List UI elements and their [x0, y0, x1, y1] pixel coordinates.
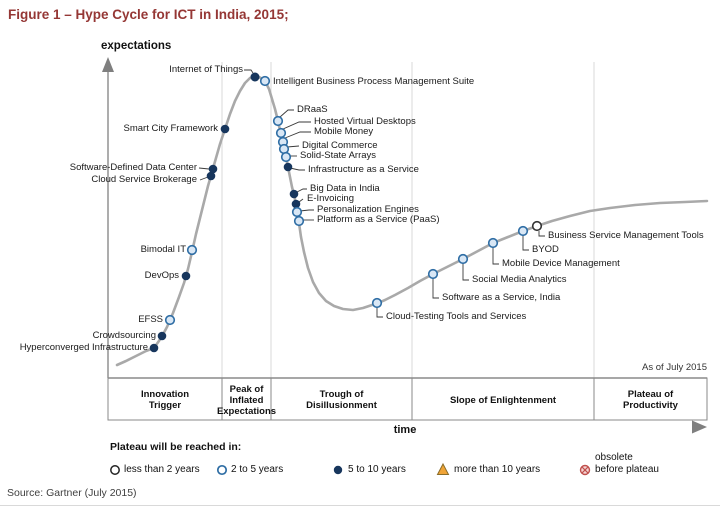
dot-hosted-virtual-desktops [275, 127, 287, 139]
dot-solid-state-arrays [280, 151, 292, 163]
data-points [149, 72, 543, 353]
legend-open-circle-icon [110, 465, 120, 475]
dot-bimodal-it [186, 244, 198, 256]
point-label-cloud-service-brokerage: Cloud Service Brokerage [91, 174, 197, 185]
legend-red-crossed-circle-icon [579, 464, 591, 476]
dot-e-invoicing [291, 199, 301, 209]
point-label-mobile-device-management: Mobile Device Management [502, 258, 620, 269]
point-label-digital-commerce: Digital Commerce [302, 140, 378, 151]
bottom-divider [0, 505, 720, 506]
dot-paas [293, 215, 305, 227]
legend-blue-ring-circle-icon [216, 464, 228, 476]
point-label-hosted-virtual-desktops: Hosted Virtual Desktops [314, 116, 416, 127]
point-label-social-media-analytics: Social Media Analytics [472, 274, 567, 285]
label-connectors [198, 69, 545, 318]
dot-personalization-engines [291, 206, 303, 218]
dot-software-defined-data-center [208, 164, 218, 174]
legend-label-less-than-2-years: less than 2 years [124, 464, 200, 475]
dot-big-data-in-india [289, 189, 299, 199]
legend-heading: Plateau will be reached in: [110, 441, 242, 453]
point-label-saas-india: Software as a Service, India [442, 292, 561, 303]
dot-cloud-testing [371, 297, 383, 309]
source-line: Source: Gartner (July 2015) [7, 487, 137, 499]
y-axis-label: expectations [101, 40, 172, 52]
legend-label-more-than-10-years: more than 10 years [454, 464, 541, 475]
point-label-solid-state-arrays: Solid-State Arrays [300, 150, 377, 161]
dot-business-service-management-tools [531, 220, 543, 232]
point-label-paas: Platform as a Service (PaaS) [317, 214, 440, 225]
point-label-business-service-management-tools: Business Service Management Tools [548, 230, 704, 241]
point-label-hyperconverged-infrastructure: Hyperconverged Infrastructure [19, 342, 148, 353]
point-label-cloud-testing: Cloud-Testing Tools and Services [386, 311, 527, 322]
point-label-ibpms: Intelligent Business Process Management … [273, 76, 475, 87]
dot-crowdsourcing [157, 331, 167, 341]
dot-cloud-service-brokerage [206, 171, 216, 181]
point-label-devops: DevOps [144, 270, 179, 281]
hype-curve [115, 75, 709, 367]
point-label-crowdsourcing: Crowdsourcing [92, 330, 156, 341]
phase-innovation-trigger: Innovation Trigger [140, 389, 190, 411]
point-label-efss: EFSS [138, 314, 163, 325]
legend-label-5-to-10-years: 5 to 10 years [348, 464, 406, 475]
legend-dark-blue-circle-icon [333, 465, 343, 475]
phase-band [107, 377, 708, 421]
point-label-smart-city-framework: Smart City Framework [123, 123, 218, 134]
phase-trough-of-disillusionment: Trough of Disillusionment [306, 389, 377, 411]
phase-peak-of-inflated-expectations: Peak of Inflated Expectations [216, 383, 277, 417]
dot-mobile-device-management [487, 237, 499, 249]
legend-orange-triangle-icon [436, 462, 450, 475]
dot-efss [164, 314, 176, 326]
dot-ibpms [259, 75, 271, 87]
point-label-bimodal-it: Bimodal IT [140, 244, 186, 255]
time-axis-arrow-icon [692, 420, 707, 434]
dot-hyperconverged-infrastructure [149, 343, 159, 353]
legend-label-obsolete-line2: before plateau [595, 464, 659, 475]
phase-gridlines [221, 62, 595, 378]
point-label-byod: BYOD [532, 244, 559, 255]
point-label-infrastructure-as-a-service: Infrastructure as a Service [308, 164, 419, 175]
dot-byod [517, 225, 529, 237]
dot-smart-city-framework [220, 124, 230, 134]
x-axis-label: time [393, 424, 417, 436]
point-label-mobile-money: Mobile Money [314, 126, 374, 137]
phase-plateau-of-productivity: Plateau of Productivity [623, 389, 678, 411]
y-axis-arrow-icon [102, 57, 114, 72]
point-label-e-invoicing: E-Invoicing [307, 193, 354, 204]
legend-label-2-to-5-years: 2 to 5 years [231, 464, 284, 475]
as-of-date: As of July 2015 [642, 362, 707, 373]
legend-label-obsolete-line1: obsolete [595, 452, 633, 463]
point-label-personalization-engines: Personalization Engines [317, 204, 419, 215]
dot-saas-india [427, 268, 439, 280]
dot-devops [181, 271, 191, 281]
dot-infrastructure-as-a-service [283, 162, 293, 172]
legend-icons [110, 462, 591, 476]
phase-slope-of-enlightenment: Slope of Enlightenment [449, 394, 557, 406]
point-label-internet-of-things: Internet of Things [169, 64, 243, 75]
point-label-software-defined-data-center: Software-Defined Data Center [69, 162, 197, 173]
figure-title: Figure 1 – Hype Cycle for ICT in India, … [8, 7, 289, 22]
dot-social-media-analytics [457, 253, 469, 265]
point-label-draas: DRaaS [297, 104, 328, 115]
dot-draas [272, 115, 284, 127]
dot-internet-of-things [250, 72, 260, 82]
point-label-big-data-in-india: Big Data in India [310, 183, 380, 194]
